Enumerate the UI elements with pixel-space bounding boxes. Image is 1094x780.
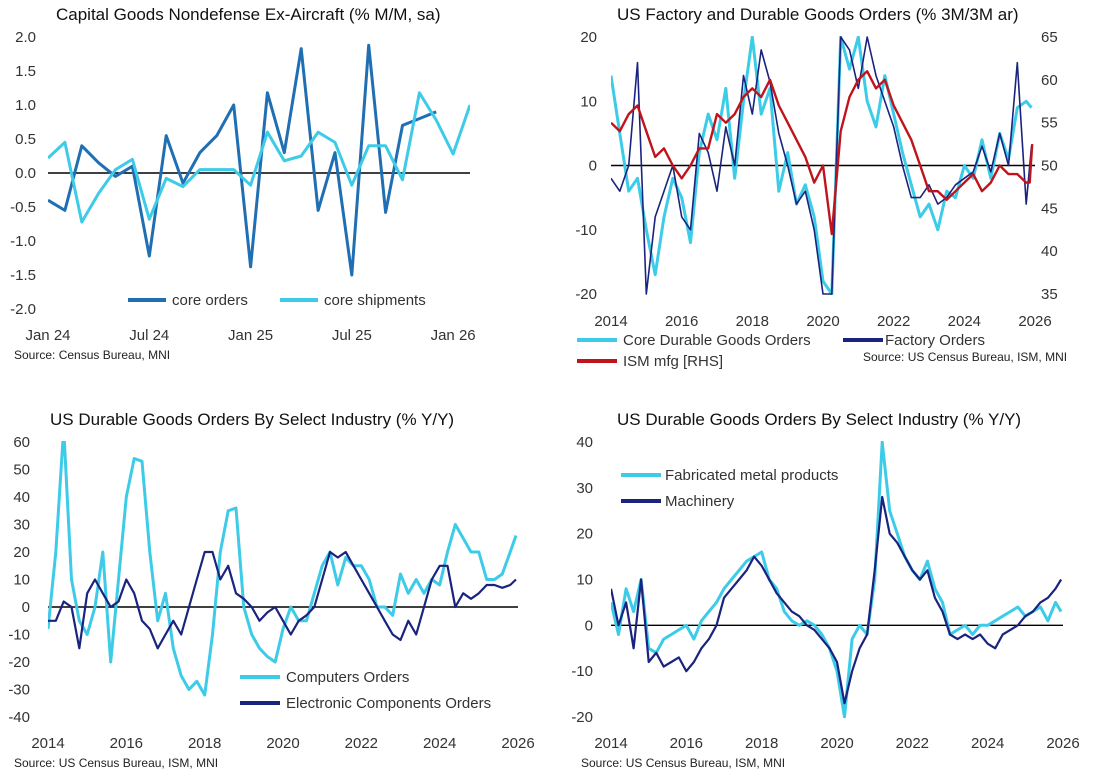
x-tick-label: 2014 xyxy=(31,735,64,752)
y-tick-label: -0.5 xyxy=(10,199,36,216)
chart-panel-factory-durable: US Factory and Durable Goods Orders (% 3… xyxy=(547,0,1094,390)
y-tick-label: -10 xyxy=(575,222,597,239)
legend-label: core shipments xyxy=(324,292,426,309)
x-tick-label: 2026 xyxy=(1018,313,1051,330)
y-right-tick-label: 45 xyxy=(1041,200,1058,217)
y-tick-label: 50 xyxy=(13,462,30,479)
legend-label: ISM mfg [RHS] xyxy=(623,353,723,370)
x-tick-label: 2018 xyxy=(736,313,769,330)
y-tick-label: 10 xyxy=(580,93,597,110)
y-right-tick-label: 40 xyxy=(1041,243,1058,260)
x-tick-label: 2020 xyxy=(806,313,839,330)
y-tick-label: -10 xyxy=(571,663,593,680)
y-tick-label: 0 xyxy=(585,617,593,634)
y-tick-label: 30 xyxy=(576,480,593,497)
series-line xyxy=(48,91,470,224)
x-tick-label: 2022 xyxy=(345,735,378,752)
y-tick-label: 40 xyxy=(576,434,593,451)
y-tick-label: 40 xyxy=(13,489,30,506)
y-right-tick-label: 65 xyxy=(1041,29,1058,46)
chart-title: Capital Goods Nondefense Ex-Aircraft (% … xyxy=(56,5,441,24)
legend-label: Electronic Components Orders xyxy=(286,695,491,712)
y-tick-label: 0 xyxy=(589,158,597,175)
chart-source: Source: US Census Bureau, ISM, MNI xyxy=(581,756,786,770)
x-tick-label: Jul 25 xyxy=(332,327,372,344)
y-tick-label: 0.0 xyxy=(15,165,36,182)
y-right-tick-label: 55 xyxy=(1041,115,1058,132)
x-tick-label: 2024 xyxy=(971,735,1004,752)
y-tick-label: 10 xyxy=(13,572,30,589)
series-line xyxy=(48,43,437,277)
legend-label: Factory Orders xyxy=(885,332,985,349)
y-tick-label: 20 xyxy=(13,544,30,561)
series-line xyxy=(611,36,1033,295)
y-tick-label: 60 xyxy=(13,434,30,451)
x-tick-label: Jan 25 xyxy=(228,327,273,344)
legend-label: Computers Orders xyxy=(286,669,409,686)
chart-panel-capital-goods: Capital Goods Nondefense Ex-Aircraft (% … xyxy=(0,0,547,390)
x-tick-label: 2016 xyxy=(670,735,703,752)
y-tick-label: -30 xyxy=(8,682,30,699)
chart-source: Source: US Census Bureau, ISM, MNI xyxy=(863,350,1068,364)
legend-label: Core Durable Goods Orders xyxy=(623,332,811,349)
chart-title: US Durable Goods Orders By Select Indust… xyxy=(617,410,1022,429)
y-right-tick-label: 60 xyxy=(1041,72,1058,89)
chart-source: Source: Census Bureau, MNI xyxy=(14,348,171,362)
chart-plot: 20 10 0 -10 -20 65 60 55 50 45 40 35 2014 2016 2018 202… xyxy=(575,29,1058,370)
y-tick-label: -20 xyxy=(571,709,593,726)
x-tick-label: 2018 xyxy=(745,735,778,752)
y-tick-label: -20 xyxy=(8,654,30,671)
x-tick-label: Jan 26 xyxy=(431,327,476,344)
y-tick-label: 10 xyxy=(576,572,593,589)
x-tick-label: 2026 xyxy=(1046,735,1079,752)
x-tick-label: 2020 xyxy=(266,735,299,752)
x-tick-label: 2020 xyxy=(820,735,853,752)
y-tick-label: -20 xyxy=(575,286,597,303)
chart-source: Source: US Census Bureau, ISM, MNI xyxy=(14,756,219,770)
x-tick-label: 2024 xyxy=(423,735,456,752)
x-tick-label: 2016 xyxy=(665,313,698,330)
chart-title: US Factory and Durable Goods Orders (% 3… xyxy=(617,5,1019,24)
y-tick-label: 2.0 xyxy=(15,29,36,46)
chart-panel-metal-machinery: US Durable Goods Orders By Select Indust… xyxy=(547,390,1094,780)
y-right-tick-label: 50 xyxy=(1041,158,1058,175)
y-tick-label: 20 xyxy=(576,526,593,543)
y-tick-label: 1.0 xyxy=(15,97,36,114)
legend-label: Fabricated metal products xyxy=(665,467,838,484)
y-tick-label: 20 xyxy=(580,29,597,46)
legend-label: core orders xyxy=(172,292,248,309)
x-tick-label: 2022 xyxy=(877,313,910,330)
x-tick-label: Jul 24 xyxy=(129,327,169,344)
series-line xyxy=(611,441,1063,718)
x-tick-label: 2016 xyxy=(110,735,143,752)
x-tick-label: 2014 xyxy=(594,313,627,330)
y-tick-label: 0 xyxy=(22,599,30,616)
series-line xyxy=(611,70,1034,236)
y-tick-label: -10 xyxy=(8,627,30,644)
y-right-tick-label: 35 xyxy=(1041,286,1058,303)
y-tick-label: 0.5 xyxy=(15,131,36,148)
legend-label: Machinery xyxy=(665,493,735,510)
x-tick-label: 2014 xyxy=(594,735,627,752)
x-tick-label: 2022 xyxy=(896,735,929,752)
x-tick-label: Jan 24 xyxy=(25,327,70,344)
x-tick-label: 2026 xyxy=(501,735,534,752)
chart-title: US Durable Goods Orders By Select Indust… xyxy=(50,410,455,429)
y-tick-label: -1.0 xyxy=(10,233,36,250)
y-tick-label: -1.5 xyxy=(10,267,36,284)
chart-plot: 2.0 1.5 1.0 0.5 0.0 -0.5 -1.0 -1.5 -2.0 Jan 24 Jul… xyxy=(10,29,476,344)
y-tick-label: 30 xyxy=(13,517,30,534)
series-line xyxy=(48,441,518,697)
x-tick-label: 2024 xyxy=(948,313,981,330)
series-line xyxy=(48,550,517,650)
series-line xyxy=(611,495,1063,705)
y-tick-label: -40 xyxy=(8,709,30,726)
y-tick-label: -2.0 xyxy=(10,301,36,318)
series-line xyxy=(611,36,1033,295)
chart-panel-computers-electronic: US Durable Goods Orders By Select Indust… xyxy=(0,390,547,780)
y-tick-label: 1.5 xyxy=(15,63,36,80)
x-tick-label: 2018 xyxy=(188,735,221,752)
